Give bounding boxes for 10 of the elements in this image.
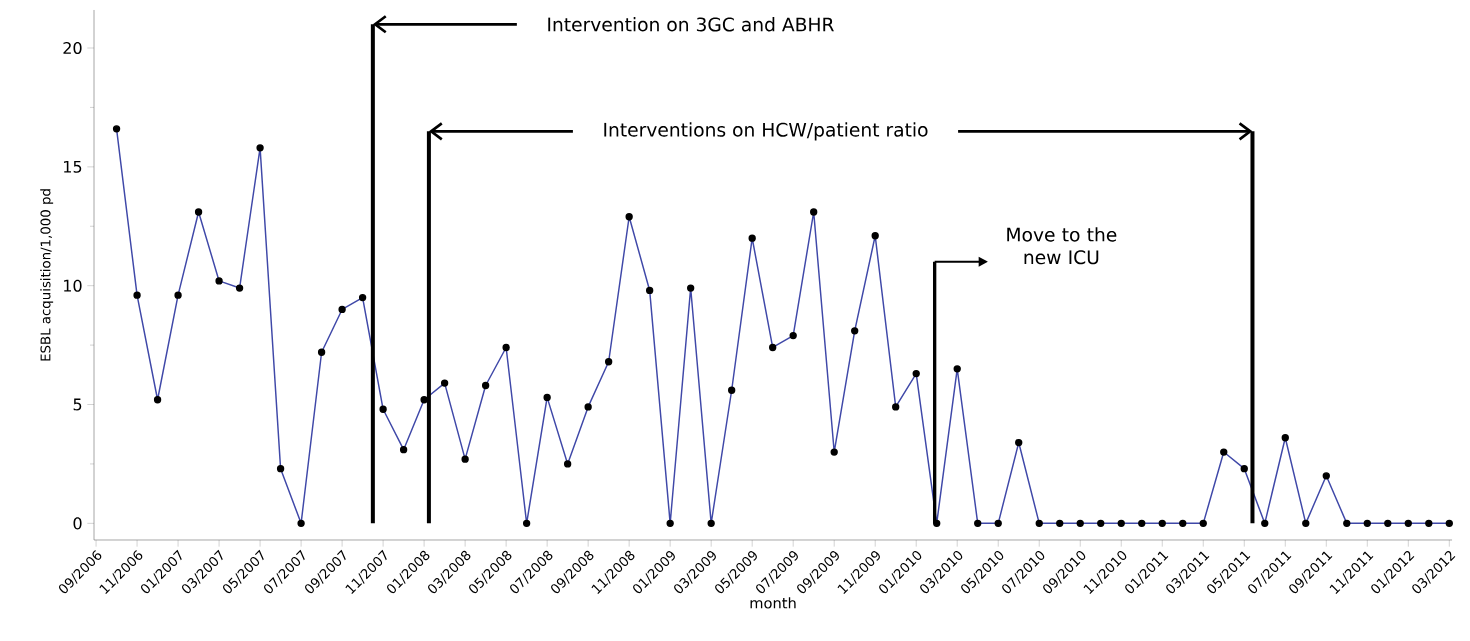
y-tick-label: 5 [73,398,82,411]
annotation: Move to the new ICU [1007,227,1117,265]
y-tick-label: 0 [73,517,82,530]
y-tick-label: 15 [64,160,82,173]
x-axis-title: month [750,597,796,609]
annotation: Interventions on HCW/patient ratio [604,122,928,141]
y-tick-label: 10 [64,279,82,292]
y-tick-label: 20 [63,41,82,55]
y-axis-title: ESBL acquisition/1,000 pd [40,189,54,361]
annotation: Intervention on 3GC and ABHR [548,17,834,32]
